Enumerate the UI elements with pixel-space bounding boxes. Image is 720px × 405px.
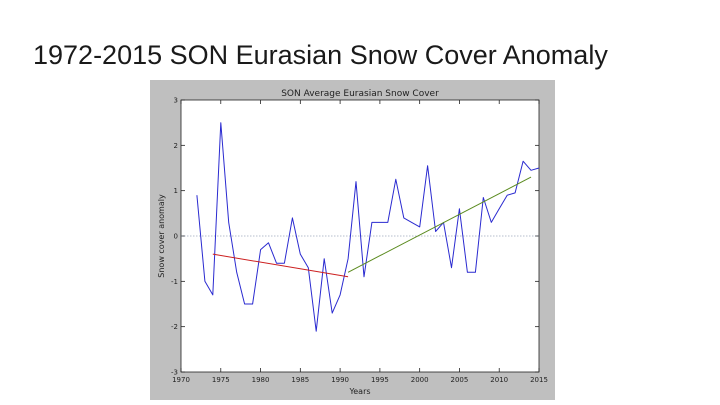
y-tick-label: 1 (174, 187, 178, 195)
x-tick-label: 1985 (291, 376, 309, 384)
x-tick-label: 2005 (451, 376, 469, 384)
x-tick-label: 1970 (172, 376, 190, 384)
y-tick-label: -3 (171, 369, 178, 377)
x-tick-label: 2010 (490, 376, 508, 384)
chart-figure: SON Average Eurasian Snow Cover Years Snow… (150, 80, 555, 400)
y-axis-label: Snow cover anomaly (157, 194, 166, 278)
x-tick-label: 1975 (212, 376, 230, 384)
x-tick-label: 2015 (530, 376, 548, 384)
line-chart: SON Average Eurasian Snow Cover Years Snow… (157, 89, 548, 396)
y-tick-label: 3 (174, 97, 178, 105)
y-tick-label: 2 (174, 142, 178, 150)
x-tick-label: 1995 (371, 376, 389, 384)
x-tick-label: 2000 (411, 376, 429, 384)
slide-title: 1972-2015 SON Eurasian Snow Cover Anomal… (33, 40, 608, 70)
x-axis-label: Years (348, 387, 370, 396)
y-tick-label: -2 (171, 323, 178, 331)
y-tick-label: -1 (171, 278, 178, 286)
y-tick-label: 0 (174, 233, 178, 241)
x-tick-label: 1990 (331, 376, 349, 384)
x-tick-label: 1980 (252, 376, 270, 384)
snow-cover-series-line (196, 122, 540, 332)
trend-line-early (212, 253, 349, 278)
trend-line-late (347, 176, 532, 273)
chart-title: SON Average Eurasian Snow Cover (281, 89, 439, 99)
